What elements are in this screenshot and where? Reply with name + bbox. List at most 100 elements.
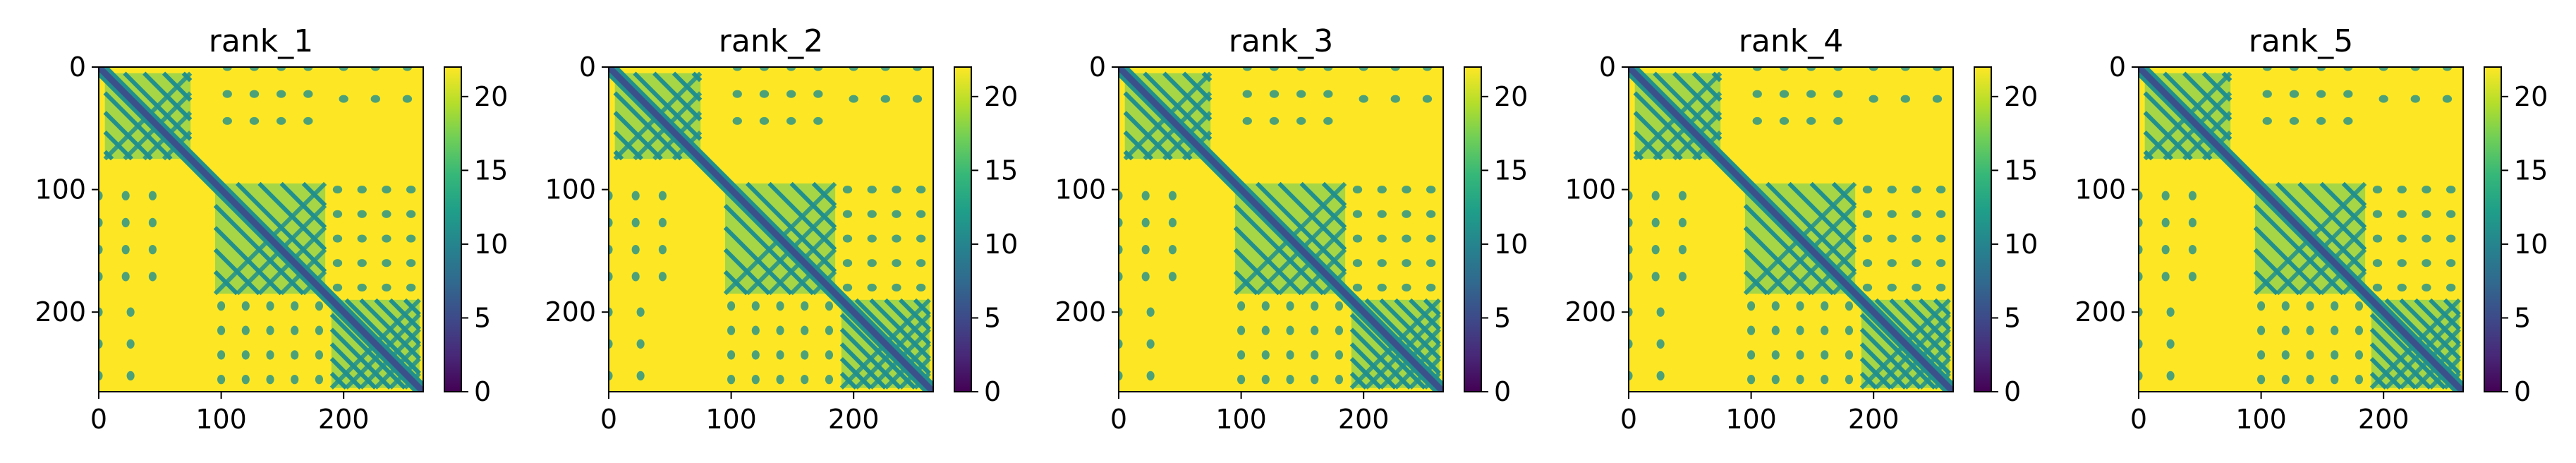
contact-patch bbox=[1359, 95, 1368, 103]
contact-patch bbox=[1936, 210, 1946, 218]
contact-patch bbox=[1629, 339, 1633, 349]
contact-patch bbox=[801, 374, 809, 385]
x-tick-label: 0 bbox=[2130, 404, 2147, 435]
contact-patch bbox=[658, 217, 667, 228]
y-tick-label: 0 bbox=[69, 52, 86, 83]
contact-patch bbox=[2410, 95, 2420, 103]
x-tick-label: 100 bbox=[705, 404, 757, 435]
contact-patch bbox=[2281, 325, 2290, 335]
contact-patch bbox=[1422, 95, 1433, 103]
colorbar bbox=[444, 66, 462, 392]
contact-patch bbox=[2306, 325, 2314, 335]
contact-patch bbox=[1747, 350, 1756, 360]
contact-patch bbox=[1119, 217, 1123, 228]
contact-stripe bbox=[2369, 342, 2417, 390]
contact-patch bbox=[148, 272, 157, 282]
contact-stripe bbox=[344, 298, 421, 375]
contact-stripe bbox=[329, 327, 392, 390]
contact-stripe bbox=[1859, 313, 1937, 390]
contact-patch bbox=[631, 244, 640, 255]
contact-patch bbox=[732, 90, 742, 98]
contact-stripe bbox=[1143, 71, 1213, 141]
contact-stripe bbox=[839, 342, 887, 390]
colorbar-tick-label: 5 bbox=[2004, 302, 2021, 333]
contact-patch bbox=[1168, 191, 1177, 200]
contact-patch bbox=[1335, 325, 1344, 335]
contact-patch bbox=[2397, 210, 2407, 218]
contact-stripe bbox=[839, 313, 917, 390]
contact-patch bbox=[2316, 90, 2326, 98]
colorbar-tick-label: 20 bbox=[2514, 81, 2548, 112]
contact-patch bbox=[1261, 301, 1270, 311]
contact-patch bbox=[1821, 374, 1829, 385]
contact-stripe bbox=[1349, 327, 1412, 390]
x-tick-label: 100 bbox=[1215, 404, 1267, 435]
contact-patch bbox=[241, 374, 250, 385]
colorbar-tick-label: 0 bbox=[1494, 376, 1511, 407]
contact-patch bbox=[1286, 325, 1294, 335]
contact-patch bbox=[867, 210, 877, 218]
contact-stripe bbox=[723, 248, 771, 296]
contact-patch bbox=[266, 301, 274, 311]
contact-patch bbox=[121, 191, 130, 200]
contact-patch bbox=[1900, 67, 1910, 71]
contact-patch bbox=[1141, 272, 1150, 282]
contact-patch bbox=[126, 339, 135, 349]
contact-patch bbox=[1796, 301, 1804, 311]
y-tick-label: 100 bbox=[545, 174, 596, 205]
contact-patch bbox=[2188, 191, 2197, 200]
contact-patch bbox=[1869, 67, 1878, 71]
contact-patch bbox=[99, 339, 103, 349]
contact-patch bbox=[1862, 234, 1873, 243]
contact-stripe bbox=[1889, 298, 1951, 361]
contact-patch bbox=[1806, 116, 1816, 125]
contact-patch bbox=[1146, 307, 1155, 317]
contact-patch bbox=[1833, 116, 1843, 125]
contact-patch bbox=[636, 339, 645, 349]
y-tick-label: 200 bbox=[2074, 296, 2126, 327]
contact-patch bbox=[892, 283, 901, 292]
contact-patch bbox=[892, 186, 901, 194]
contact-patch bbox=[1269, 67, 1280, 71]
y-tick-label: 100 bbox=[1055, 174, 1106, 205]
contact-patch bbox=[867, 186, 877, 194]
contact-stripe bbox=[1201, 71, 1213, 83]
colorbar-tick-label: 15 bbox=[2004, 155, 2038, 186]
contact-patch bbox=[1352, 210, 1363, 218]
contact-patch bbox=[1845, 325, 1854, 335]
y-tick-label: 0 bbox=[2109, 52, 2126, 83]
contact-patch bbox=[1119, 339, 1123, 349]
contact-patch bbox=[2139, 272, 2143, 282]
contact-patch bbox=[303, 116, 313, 125]
contact-patch bbox=[1286, 301, 1294, 311]
contact-patch bbox=[1651, 191, 1660, 200]
contact-patch bbox=[1651, 244, 1660, 255]
contact-patch bbox=[892, 259, 901, 267]
contact-patch bbox=[1311, 374, 1319, 385]
contact-patch bbox=[249, 90, 260, 98]
colorbar-tick-label: 5 bbox=[1494, 302, 1511, 333]
contact-stripe bbox=[1859, 371, 1878, 390]
colorbar-tick-label: 15 bbox=[2514, 155, 2548, 186]
y-tick-label: 200 bbox=[545, 296, 596, 327]
x-tick-label: 100 bbox=[195, 404, 247, 435]
contact-patch bbox=[406, 259, 416, 267]
contact-patch bbox=[1845, 374, 1854, 385]
contact-patch bbox=[1887, 259, 1897, 267]
contact-patch bbox=[1912, 234, 1921, 243]
contact-patch bbox=[1936, 234, 1946, 243]
contact-patch bbox=[1390, 95, 1400, 103]
contact-patch bbox=[2355, 325, 2364, 335]
contact-patch bbox=[2331, 325, 2339, 335]
contact-patch bbox=[1887, 283, 1897, 292]
contact-patch bbox=[2422, 283, 2431, 292]
panel-title: rank_4 bbox=[1739, 23, 1843, 59]
contact-stripe bbox=[2253, 204, 2345, 296]
contact-patch bbox=[2378, 95, 2388, 103]
contact-patch bbox=[2422, 234, 2431, 243]
contact-patch bbox=[406, 234, 416, 243]
contact-stripe bbox=[1321, 181, 1347, 208]
contact-patch bbox=[636, 307, 645, 317]
contact-patch bbox=[291, 301, 299, 311]
contact-patch bbox=[99, 307, 103, 317]
